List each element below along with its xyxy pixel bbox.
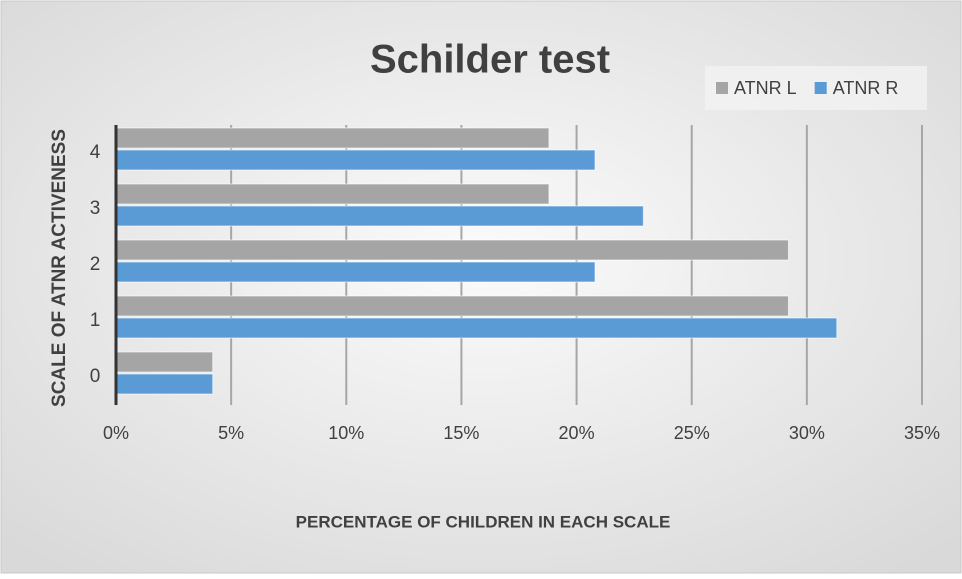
x-tick-label: 0% — [103, 423, 129, 443]
bar — [115, 295, 789, 317]
y-tick-label: 4 — [90, 142, 101, 163]
bar — [115, 205, 644, 227]
legend-swatch — [814, 82, 827, 94]
chart-title: Schilder test — [370, 38, 610, 82]
x-tick-label: 30% — [789, 423, 825, 443]
bar — [115, 149, 596, 171]
bar — [115, 239, 789, 261]
y-tick-label: 1 — [90, 310, 101, 331]
bar — [115, 183, 550, 205]
legend-label: ATNR L — [734, 78, 797, 98]
x-tick-label: 5% — [218, 423, 244, 443]
x-tick-label: 15% — [443, 423, 479, 443]
x-tick-label: 35% — [904, 423, 940, 443]
x-axis-title: PERCENTAGE OF CHILDREN IN EACH SCALE — [296, 512, 671, 531]
bar — [115, 127, 550, 149]
y-tick-label: 0 — [90, 366, 101, 387]
legend-swatch — [716, 82, 728, 94]
y-axis-title: SCALE OF ATNR ACTIVENESS — [49, 129, 70, 407]
y-tick-label: 3 — [90, 198, 101, 219]
x-tick-label: 25% — [674, 423, 710, 443]
bar — [115, 373, 214, 395]
x-tick-label: 20% — [559, 423, 595, 443]
bar — [115, 317, 838, 339]
legend-label: ATNR R — [833, 78, 899, 98]
x-tick-label: 10% — [328, 423, 364, 443]
bar — [115, 261, 596, 283]
y-tick-label: 2 — [90, 254, 101, 275]
bar — [115, 351, 214, 373]
